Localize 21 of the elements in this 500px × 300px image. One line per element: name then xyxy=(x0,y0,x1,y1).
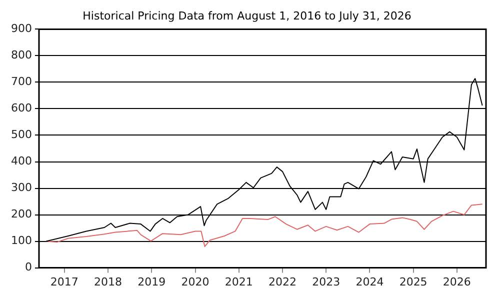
y-tick-label: 100 xyxy=(10,234,32,248)
y-tick-label: 200 xyxy=(10,208,32,221)
x-tick-label: 2019 xyxy=(138,275,166,288)
y-tick-label: 600 xyxy=(10,102,32,115)
y-tick-label: 0 xyxy=(24,260,32,274)
y-tick-label: 300 xyxy=(10,181,32,194)
x-tick-label: 2025 xyxy=(399,275,428,288)
x-tick-label: 2021 xyxy=(224,275,253,288)
y-tick-label: 500 xyxy=(10,128,32,142)
x-tick-label: 2023 xyxy=(312,275,340,288)
chart-title: Historical Pricing Data from August 1, 2016 to July 31, 2026 xyxy=(82,9,412,22)
y-tick-label: 900 xyxy=(10,22,32,36)
x-tick-label: 2022 xyxy=(268,275,296,288)
y-tick-label: 800 xyxy=(10,48,32,62)
x-tick-label: 2024 xyxy=(356,275,384,288)
x-tick-label: 2020 xyxy=(181,275,210,288)
y-tick-label: 700 xyxy=(10,75,32,88)
x-tick-label: 2018 xyxy=(94,275,122,288)
x-tick-label: 2017 xyxy=(50,275,78,288)
y-tick-label: 400 xyxy=(10,154,32,168)
x-tick-label: 2026 xyxy=(442,275,471,288)
